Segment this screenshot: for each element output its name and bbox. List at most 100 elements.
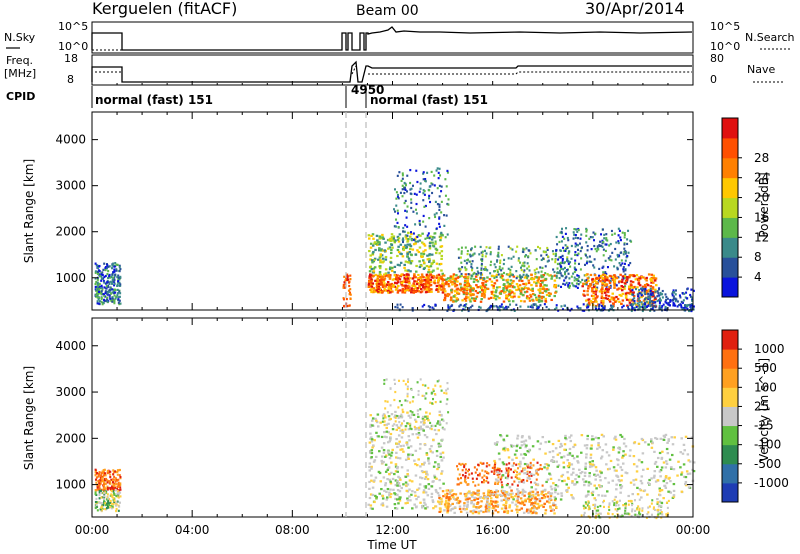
heatmap-cell	[421, 504, 424, 508]
heatmap-cell	[404, 224, 407, 227]
heatmap-cell	[656, 465, 659, 468]
heatmap-cell	[522, 467, 525, 470]
heatmap-cell	[613, 498, 616, 501]
heatmap-cell	[435, 477, 438, 480]
heatmap-cell	[476, 270, 479, 273]
heatmap-cell	[386, 487, 390, 491]
heatmap-cell	[505, 491, 508, 494]
heatmap-cell	[568, 453, 572, 456]
heatmap-cell	[451, 283, 454, 286]
heatmap-cell	[444, 282, 448, 285]
heatmap-cell	[530, 474, 533, 477]
heatmap-cell	[477, 463, 480, 466]
heatmap-cell	[604, 272, 607, 275]
heatmap-cell	[429, 273, 432, 276]
heatmap-cell	[428, 194, 431, 197]
heatmap-cell	[592, 297, 595, 300]
heatmap-cell	[593, 473, 596, 476]
heatmap-cell	[487, 481, 490, 484]
heatmap-cell	[632, 479, 635, 482]
heatmap-cell	[407, 378, 410, 381]
heatmap-cell	[422, 199, 425, 202]
heatmap-cell	[644, 287, 647, 291]
heatmap-cell	[608, 516, 611, 519]
heatmap-cell	[395, 424, 399, 427]
heatmap-cell	[682, 463, 686, 466]
heatmap-cell	[643, 489, 647, 492]
heatmap-cell	[434, 215, 437, 219]
heatmap-cell	[650, 293, 653, 296]
heatmap-cell	[108, 295, 111, 298]
heatmap-cell	[117, 274, 120, 277]
heatmap-cell	[438, 410, 442, 413]
heatmap-cell	[112, 469, 115, 472]
heatmap-cell	[585, 241, 588, 244]
heatmap-cell	[611, 275, 615, 279]
heatmap-cell	[414, 208, 417, 211]
heatmap-cell	[381, 461, 384, 464]
heatmap-cell	[536, 491, 539, 494]
heatmap-cell	[398, 440, 401, 443]
heatmap-cell	[432, 465, 436, 468]
heatmap-cell	[440, 185, 443, 188]
heatmap-cell	[512, 255, 515, 258]
heatmap-cell	[568, 250, 571, 253]
heatmap-cell	[606, 297, 610, 301]
heatmap-cell	[110, 292, 113, 295]
heatmap-cell	[564, 283, 567, 286]
heatmap-cell	[589, 464, 592, 467]
heatmap-cell	[118, 474, 121, 477]
heatmap-cell	[425, 452, 429, 455]
heatmap-cell	[111, 288, 114, 291]
heatmap-cell	[397, 197, 400, 200]
heatmap-cell	[417, 495, 420, 499]
heatmap-cell	[421, 232, 424, 235]
heatmap-cell	[535, 498, 539, 501]
heatmap-cell	[509, 283, 512, 287]
heatmap-cell	[102, 471, 105, 474]
heatmap-cell	[387, 286, 390, 289]
heatmap-cell	[380, 446, 384, 449]
heatmap-cell	[618, 262, 621, 265]
heatmap-cell	[396, 479, 399, 483]
heatmap-cell	[625, 280, 628, 284]
heatmap-cell	[480, 273, 483, 276]
heatmap-cell	[372, 270, 376, 273]
heatmap-cell	[464, 268, 467, 272]
heatmap-cell	[466, 496, 469, 499]
heatmap-cell	[395, 507, 399, 510]
heatmap-cell	[661, 513, 664, 516]
heatmap-cell	[408, 259, 411, 262]
heatmap-cell	[494, 294, 497, 297]
heatmap-cell	[567, 285, 570, 288]
heatmap-cell	[394, 288, 398, 291]
heatmap-cell	[382, 449, 386, 452]
heatmap-cell	[590, 260, 593, 263]
heatmap-cell	[419, 425, 423, 428]
heatmap-cell	[557, 284, 560, 287]
heatmap-cell	[370, 474, 373, 477]
heatmap-cell	[653, 474, 656, 477]
heatmap-cell	[412, 413, 416, 417]
heatmap-cell	[398, 484, 401, 488]
heatmap-cell	[372, 267, 376, 270]
heatmap-cell	[396, 291, 400, 294]
heatmap-cell	[113, 281, 116, 284]
heatmap-cell	[566, 259, 569, 262]
heatmap-cell	[445, 214, 448, 217]
heatmap-cell	[463, 508, 466, 511]
heatmap-cell	[533, 481, 537, 484]
heatmap-cell	[561, 473, 565, 477]
heatmap-cell	[542, 489, 545, 492]
heatmap-cell	[619, 273, 622, 276]
heatmap-cell	[372, 444, 375, 447]
heatmap-cell	[96, 272, 99, 275]
heatmap-cell	[397, 496, 401, 499]
heatmap-cell	[516, 443, 519, 447]
heatmap-cell	[631, 280, 635, 284]
heatmap-cell	[405, 288, 409, 292]
heatmap-cell	[408, 285, 411, 288]
heatmap-cell	[597, 494, 600, 497]
heatmap-cell	[638, 307, 641, 310]
heatmap-cell	[414, 494, 417, 497]
